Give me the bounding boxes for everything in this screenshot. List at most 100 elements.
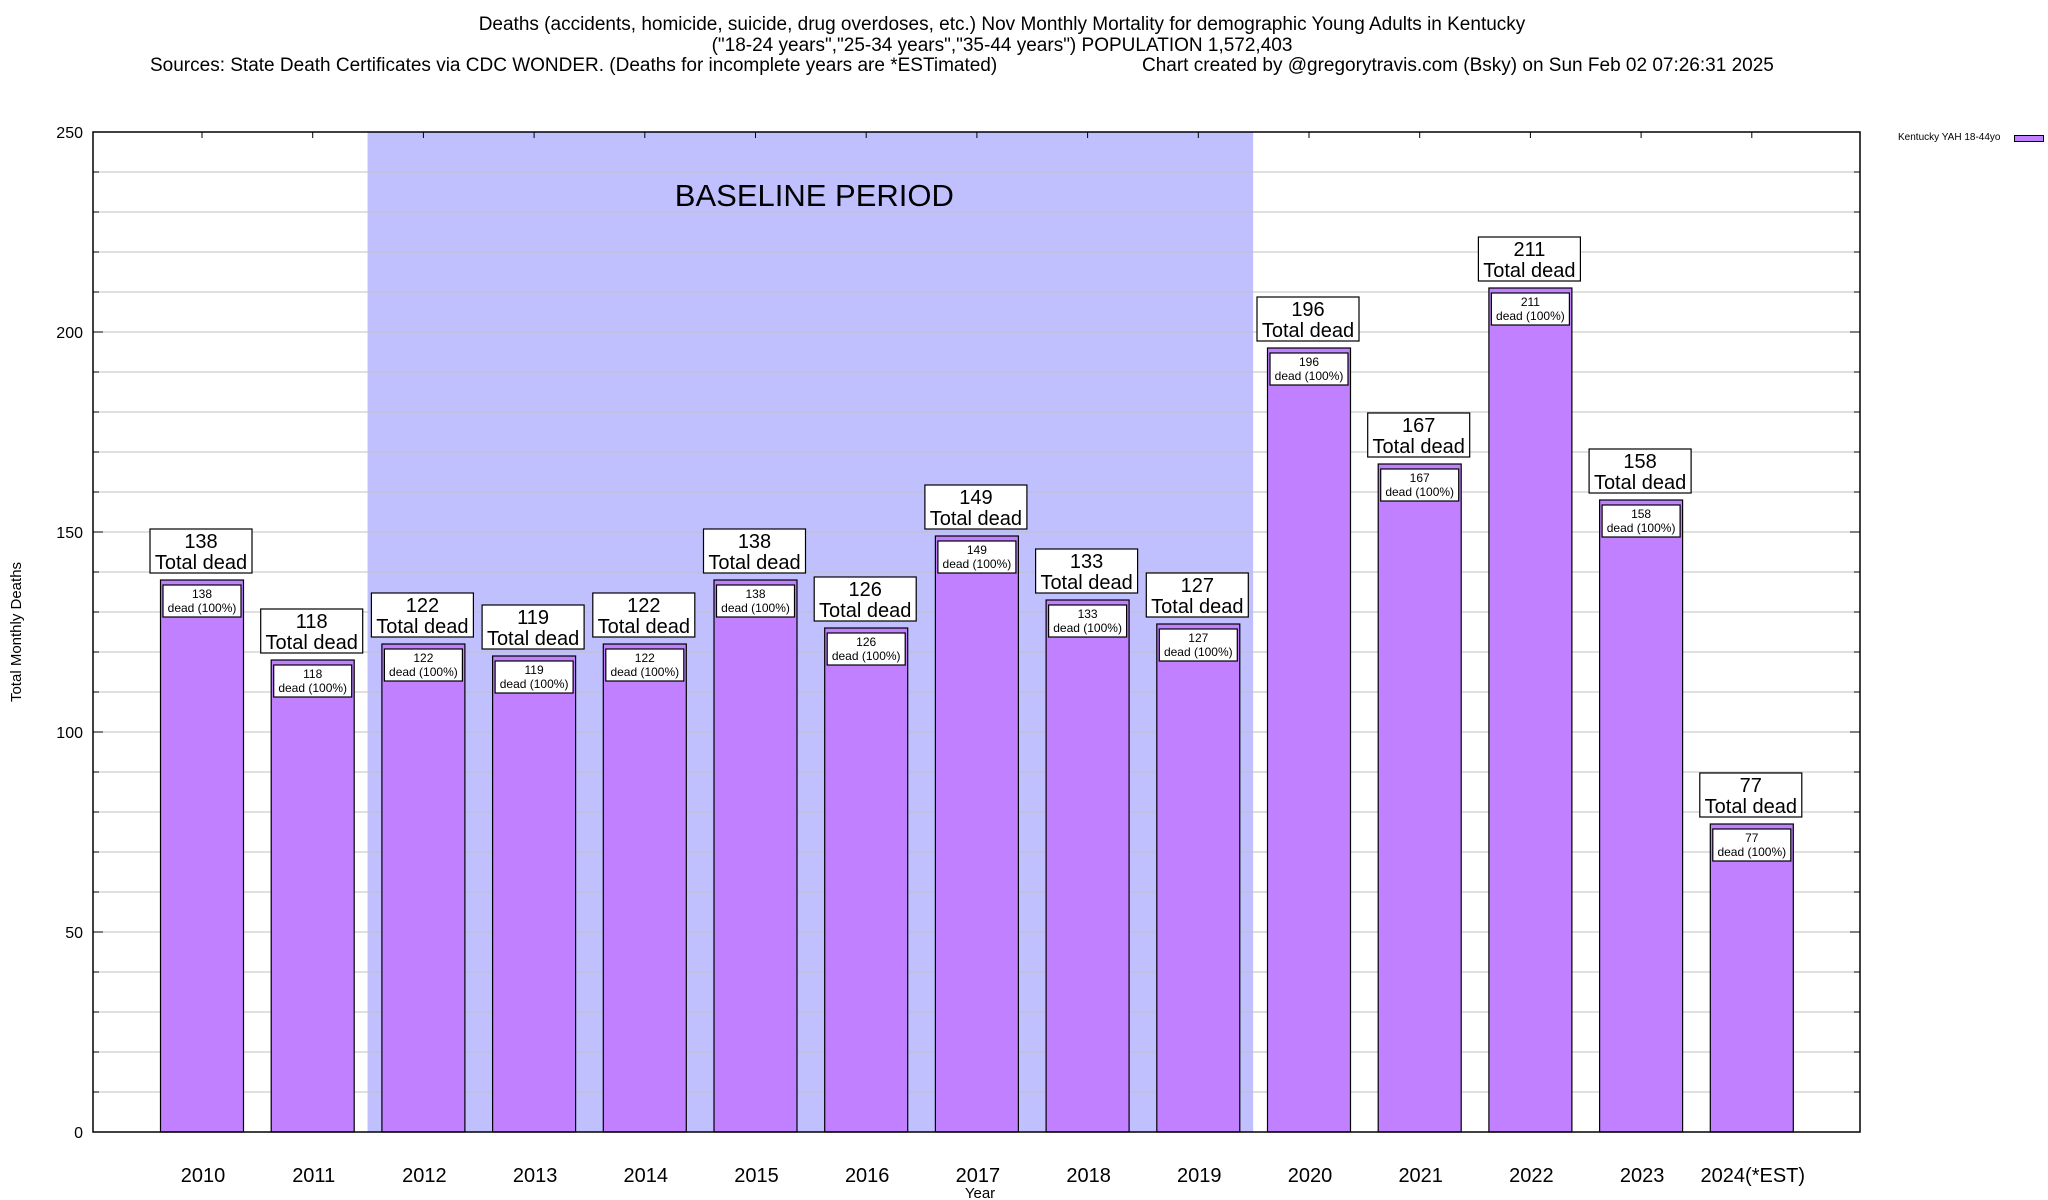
x-tick-label: 2010 xyxy=(181,1165,226,1187)
inner-label-value: 122 xyxy=(635,651,655,665)
inner-label-box xyxy=(162,584,242,618)
bar xyxy=(1598,499,1684,1133)
bar xyxy=(1266,347,1352,1133)
y-tick-label: 200 xyxy=(56,325,83,342)
inner-label-value: 149 xyxy=(967,543,987,557)
top-label-value: 77 xyxy=(1740,775,1762,797)
x-tick-label: 2022 xyxy=(1509,1165,1554,1187)
inner-label-text: dead (100%) xyxy=(721,601,790,615)
top-label-text: Total dead xyxy=(155,552,247,574)
top-label-value: 158 xyxy=(1623,451,1656,473)
chart-title: Deaths (accidents, homicide, suicide, dr… xyxy=(478,14,1526,35)
inner-label-text: dead (100%) xyxy=(278,681,347,695)
bar xyxy=(1377,463,1462,1133)
top-label-value: 167 xyxy=(1402,415,1435,437)
top-label-box xyxy=(1367,412,1471,458)
y-tick-label: 250 xyxy=(56,125,83,142)
top-label-value: 122 xyxy=(627,595,660,617)
inner-label-box xyxy=(1158,628,1238,662)
top-label-value: 138 xyxy=(184,531,217,553)
x-tick-label: 2015 xyxy=(734,1165,779,1187)
top-label-text: Total dead xyxy=(708,552,800,574)
inner-label-box xyxy=(1269,352,1349,386)
inner-label-box xyxy=(1601,504,1681,538)
inner-label-value: 126 xyxy=(856,635,876,649)
top-label-box xyxy=(702,528,807,574)
top-label-text: Total dead xyxy=(1594,472,1686,494)
inner-label-box xyxy=(605,648,685,682)
inner-label-box xyxy=(494,660,574,694)
inner-label-box xyxy=(1047,604,1128,638)
inner-label-value: 133 xyxy=(1078,607,1098,621)
top-label-text: Total dead xyxy=(266,632,358,654)
top-label-text: Total dead xyxy=(1373,436,1465,458)
top-label-box xyxy=(1588,448,1692,494)
inner-label-box xyxy=(937,540,1017,574)
top-label-text: Total dead xyxy=(1040,572,1132,594)
top-label-value: 127 xyxy=(1181,575,1214,597)
inner-label-value: 127 xyxy=(1188,631,1208,645)
plot-frame xyxy=(92,131,1861,1133)
chart-subtitle: ("18-24 years","25-34 years","35-44 year… xyxy=(711,35,1293,56)
x-tick-label: 2011 xyxy=(292,1165,335,1187)
x-tick-label: 2016 xyxy=(845,1165,890,1187)
x-tick-label: 2023 xyxy=(1620,1165,1665,1187)
inner-label-value: 138 xyxy=(745,587,765,601)
top-label-box xyxy=(1145,572,1249,618)
x-tick-label: 2012 xyxy=(402,1165,447,1187)
inner-label-box xyxy=(715,584,796,618)
top-label-text: Total dead xyxy=(930,508,1022,530)
chart-credit: Chart created by @gregorytravis.com (Bsk… xyxy=(1142,55,1774,76)
bar xyxy=(713,579,798,1133)
inner-label-text: dead (100%) xyxy=(1717,845,1786,859)
x-tick-label: 2017 xyxy=(956,1165,1001,1187)
x-tick-label: 2018 xyxy=(1066,1165,1111,1187)
legend-label: Kentucky YAH 18-44yo xyxy=(1898,132,2001,143)
top-label-value: 133 xyxy=(1070,551,1103,573)
top-label-value: 118 xyxy=(296,611,328,633)
top-label-text: Total dead xyxy=(487,628,579,650)
top-label-box xyxy=(370,592,474,638)
top-label-value: 119 xyxy=(517,607,549,629)
bar xyxy=(1156,623,1241,1133)
y-axis-label: Total Monthly Deaths xyxy=(8,562,25,702)
inner-label-text: dead (100%) xyxy=(500,677,569,691)
top-label-box xyxy=(924,484,1028,530)
top-label-value: 122 xyxy=(406,595,439,617)
baseline-period-label: BASELINE PERIOD xyxy=(675,178,954,213)
y-tick-label: 50 xyxy=(65,925,83,942)
top-label-box xyxy=(1477,236,1582,282)
inner-label-value: 118 xyxy=(303,667,322,681)
top-label-text: Total dead xyxy=(1483,260,1575,282)
inner-label-text: dead (100%) xyxy=(1496,309,1565,323)
bar xyxy=(1709,823,1794,1133)
top-label-value: 211 xyxy=(1513,239,1545,261)
top-label-box xyxy=(1256,296,1360,342)
y-tick-label: 150 xyxy=(56,525,83,542)
bar xyxy=(934,535,1020,1133)
inner-label-box xyxy=(273,664,353,698)
inner-label-value: 158 xyxy=(1631,507,1651,521)
top-label-box xyxy=(1034,548,1139,594)
inner-label-value: 211 xyxy=(1521,295,1540,309)
y-tick-label: 100 xyxy=(56,725,83,742)
inner-label-box xyxy=(383,648,463,682)
x-tick-label: 2014 xyxy=(624,1165,669,1187)
top-label-value: 138 xyxy=(738,531,771,553)
inner-label-text: dead (100%) xyxy=(1053,621,1122,635)
x-tick-label: 2013 xyxy=(513,1165,558,1187)
inner-label-text: dead (100%) xyxy=(1607,521,1676,535)
inner-label-text: dead (100%) xyxy=(1385,485,1454,499)
top-label-text: Total dead xyxy=(376,616,468,638)
chart-sources: Sources: State Death Certificates via CD… xyxy=(150,55,998,76)
inner-label-text: dead (100%) xyxy=(610,665,679,679)
x-axis-label: Year xyxy=(965,1185,995,1200)
inner-label-value: 77 xyxy=(1745,831,1759,845)
bar xyxy=(1045,599,1130,1133)
inner-label-text: dead (100%) xyxy=(1164,645,1233,659)
inner-label-text: dead (100%) xyxy=(389,665,458,679)
inner-label-text: dead (100%) xyxy=(943,557,1012,571)
inner-label-value: 122 xyxy=(413,651,433,665)
bar xyxy=(492,655,577,1133)
